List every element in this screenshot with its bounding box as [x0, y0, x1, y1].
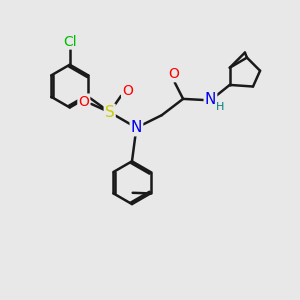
- Text: H: H: [216, 102, 224, 112]
- Text: O: O: [169, 67, 180, 81]
- Text: Cl: Cl: [63, 34, 76, 49]
- Text: N: N: [131, 120, 142, 135]
- Text: N: N: [205, 92, 216, 107]
- Text: S: S: [105, 105, 115, 120]
- Text: O: O: [122, 84, 133, 98]
- Text: O: O: [78, 94, 89, 109]
